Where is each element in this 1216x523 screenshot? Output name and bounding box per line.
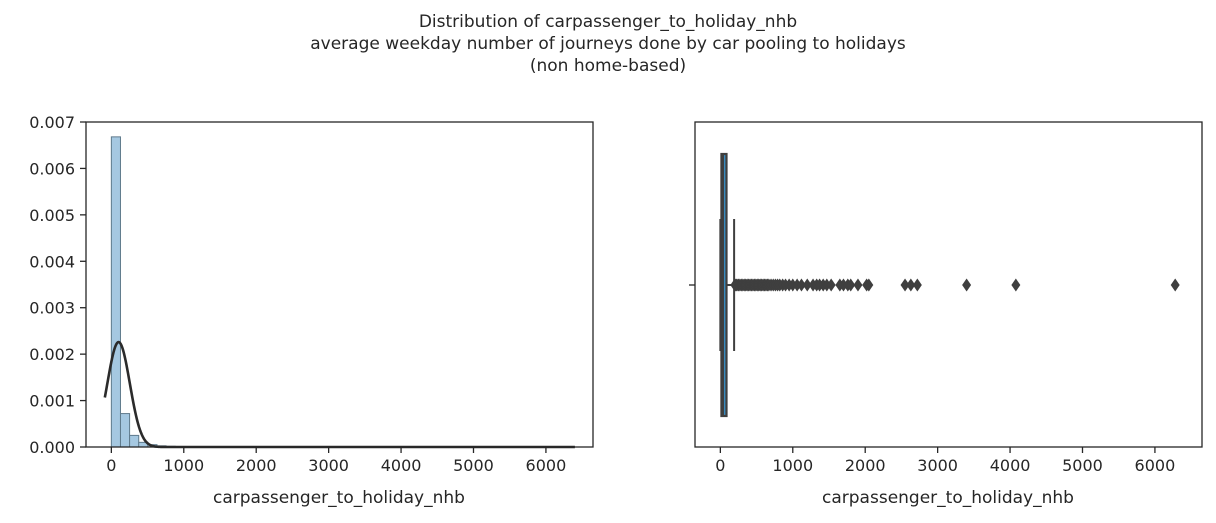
boxplot-x-tick-label: 5000 bbox=[1062, 456, 1103, 475]
histogram-y-tick-label: 0.007 bbox=[29, 113, 75, 132]
histogram-x-tick-label: 3000 bbox=[308, 456, 349, 475]
histogram-bar bbox=[110, 136, 121, 448]
histogram-bar bbox=[129, 434, 140, 448]
boxplot-x-tick-label: 3000 bbox=[917, 456, 958, 475]
histogram-frame bbox=[85, 121, 594, 448]
boxplot-x-tick-label: 0 bbox=[715, 456, 725, 475]
histogram-y-tick-label: 0.004 bbox=[29, 252, 75, 271]
boxplot-outlier bbox=[853, 278, 863, 292]
boxplot-marks bbox=[719, 152, 1180, 418]
histogram-x-tick-label: 0 bbox=[106, 456, 116, 475]
histogram-x-tick-label: 4000 bbox=[381, 456, 422, 475]
histogram-x-ticks: 0 1000 2000 3000 4000 5000 6000 bbox=[106, 447, 566, 475]
boxplot-x-tick-label: 2000 bbox=[845, 456, 886, 475]
boxplot-x-ticks: 0 1000 2000 3000 4000 5000 6000 bbox=[715, 447, 1175, 475]
boxplot-outlier bbox=[962, 278, 972, 292]
histogram-x-tick-label: 2000 bbox=[236, 456, 277, 475]
boxplot-outlier bbox=[900, 278, 910, 292]
histogram-x-tick-label: 5000 bbox=[453, 456, 494, 475]
title-line-1: Distribution of carpassenger_to_holiday_… bbox=[418, 12, 798, 32]
histogram-bars bbox=[110, 136, 569, 448]
figure-title: Distribution of carpassenger_to_holiday_… bbox=[0, 11, 1216, 77]
boxplot-outlier bbox=[802, 278, 812, 292]
boxplot-outlier bbox=[1011, 278, 1021, 292]
histogram-x-tick-label: 1000 bbox=[163, 456, 204, 475]
boxplot-outlier bbox=[1170, 278, 1180, 292]
boxplot-panel: 0 1000 2000 3000 4000 5000 6000 carpassenger_t… bbox=[689, 121, 1203, 508]
histogram-panel: 0 1000 2000 3000 4000 5000 6000 0.0000.0010.00… bbox=[29, 113, 594, 508]
histogram-y-ticks: 0.000 0.001 0.002 0.003 0.004 0.005 0.006 0.007 bbox=[29, 113, 86, 457]
boxplot-x-label: carpassenger_to_holiday_nhb bbox=[822, 488, 1074, 508]
histogram-y-tick-label: 0.006 bbox=[29, 159, 75, 178]
boxplot-outlier bbox=[864, 278, 874, 292]
boxplot-x-tick-label: 6000 bbox=[1135, 456, 1176, 475]
histogram-x-tick-label: 6000 bbox=[526, 456, 567, 475]
histogram-y-tick-label: 0.001 bbox=[29, 392, 75, 411]
histogram-y-tick-label: 0.002 bbox=[29, 345, 75, 364]
kde-curve bbox=[103, 340, 575, 449]
boxplot-outlier bbox=[906, 278, 916, 292]
boxplot-outlier bbox=[912, 278, 922, 292]
boxplot-outlier bbox=[826, 278, 836, 292]
boxplot-x-tick-label: 4000 bbox=[990, 456, 1031, 475]
histogram-y-tick-label: 0.000 bbox=[29, 438, 75, 457]
histogram-y-tick-label: 0.005 bbox=[29, 206, 75, 225]
boxplot-x-tick-label: 1000 bbox=[772, 456, 813, 475]
histogram-x-label: carpassenger_to_holiday_nhb bbox=[213, 488, 465, 508]
boxplot-outlier bbox=[796, 278, 806, 292]
histogram-y-tick-label: 0.003 bbox=[29, 299, 75, 318]
title-line-2: average weekday number of journeys done … bbox=[310, 34, 906, 54]
title-line-3: (non home-based) bbox=[529, 56, 687, 76]
histogram-bar bbox=[119, 413, 131, 448]
boxplot-outlier bbox=[846, 278, 856, 292]
